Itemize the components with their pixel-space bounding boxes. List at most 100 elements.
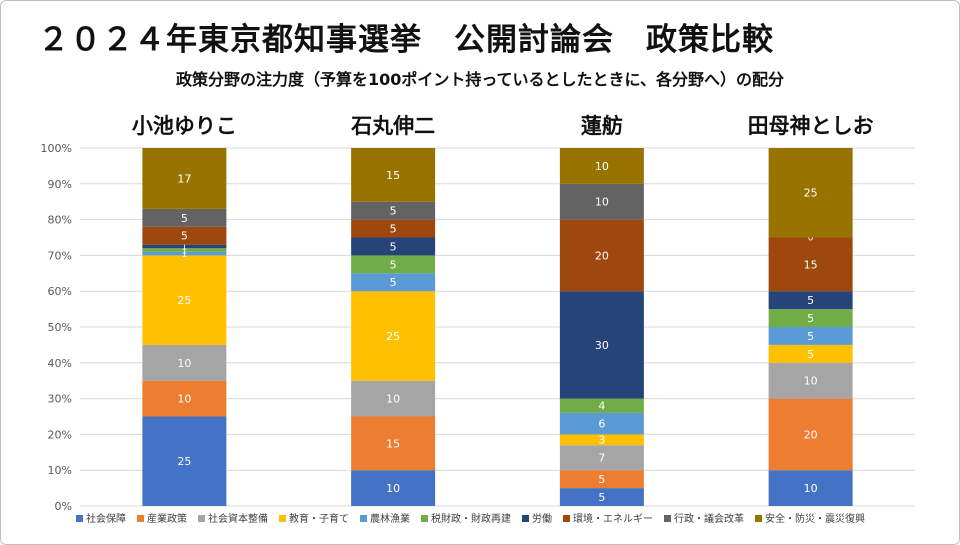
candidate-label: 小池ゆりこ	[132, 114, 237, 138]
bar-segment	[351, 255, 436, 274]
data-label: 3	[598, 434, 605, 447]
legend-swatch	[198, 515, 205, 522]
data-label: 30	[595, 339, 609, 352]
y-tick-label: 40%	[48, 357, 72, 370]
legend-swatch	[137, 515, 144, 522]
legend-entry: 安全・防災・震災復興	[765, 512, 865, 525]
data-label: 25	[177, 455, 191, 468]
bar-segment	[768, 148, 853, 238]
data-label: 1	[182, 246, 188, 256]
legend-swatch	[664, 515, 671, 522]
bar-segment	[559, 488, 644, 506]
legend-entry: 社会資本整備	[208, 512, 268, 525]
bar-segment	[142, 226, 227, 245]
legend-swatch	[755, 515, 762, 522]
legend-entry: 社会保障	[86, 512, 126, 525]
bar-segment	[559, 412, 644, 435]
data-label: 10	[177, 357, 191, 370]
y-tick-label: 30%	[48, 393, 72, 406]
data-label: 10	[177, 393, 191, 406]
bar-segment	[351, 380, 436, 417]
bar-segment	[142, 148, 227, 209]
data-label: 10	[804, 482, 818, 495]
y-tick-label: 10%	[48, 464, 72, 477]
bar-segment	[351, 237, 436, 256]
y-tick-label: 20%	[48, 428, 72, 441]
candidate-label: 石丸伸二	[350, 114, 435, 138]
bar-segment	[768, 309, 853, 327]
data-label: 1	[182, 250, 188, 260]
data-label: 5	[181, 230, 188, 243]
bar-segment	[768, 344, 853, 363]
data-label: 25	[804, 187, 818, 200]
data-label: 7	[598, 452, 605, 465]
bar-segment	[351, 201, 436, 220]
bar-segment	[142, 416, 227, 506]
data-label: 5	[390, 258, 397, 271]
bar-segment	[559, 183, 644, 220]
bar-segment	[351, 148, 436, 202]
bar-segment	[768, 237, 853, 292]
bar-segment	[351, 416, 436, 471]
data-label: 5	[390, 205, 397, 218]
page-subtitle: 政策分野の注力度（予算を100ポイント持っているとしたときに、各分野へ）の配分	[175, 70, 785, 89]
bar-segment	[559, 445, 644, 471]
legend-swatch	[360, 515, 367, 522]
bar-segment	[559, 219, 644, 292]
data-label: 10	[595, 196, 609, 209]
bar-segment	[351, 291, 436, 381]
data-label: 25	[177, 294, 191, 307]
legend-entry: 教育・子育て	[289, 512, 349, 525]
bar-segment	[768, 398, 853, 471]
y-tick-label: 60%	[48, 285, 72, 298]
y-tick-label: 90%	[48, 178, 72, 191]
bar-segment	[768, 291, 853, 310]
data-label: 5	[598, 491, 605, 504]
candidate-label: 蓮舫	[581, 114, 623, 138]
bar-segment	[559, 148, 644, 184]
data-label: 0	[808, 234, 814, 244]
bar-segment	[351, 273, 436, 292]
bar-segment	[559, 434, 644, 446]
y-tick-label: 50%	[48, 321, 72, 334]
legend-swatch	[563, 515, 570, 522]
data-label: 5	[390, 240, 397, 253]
data-label: 10	[386, 393, 400, 406]
data-label: 15	[386, 437, 400, 450]
data-label: 10	[386, 482, 400, 495]
legend-entry: 農林漁業	[370, 512, 410, 525]
data-label: 4	[598, 400, 605, 413]
legend-swatch	[522, 515, 529, 522]
candidate-label: 田母神としお	[748, 114, 874, 138]
bar-segment	[768, 470, 853, 506]
y-tick-label: 0%	[55, 500, 72, 513]
legend-entry: 産業政策	[147, 512, 187, 525]
data-label: 5	[807, 330, 814, 343]
data-label: 1	[182, 243, 188, 253]
data-label: 17	[177, 172, 191, 185]
data-label: 10	[595, 160, 609, 173]
data-label: 5	[807, 312, 814, 325]
y-tick-label: 100%	[41, 142, 72, 155]
data-label: 15	[804, 258, 818, 271]
legend-swatch	[421, 515, 428, 522]
bar-segment	[768, 362, 853, 399]
legend-swatch	[279, 515, 286, 522]
data-label: 5	[181, 212, 188, 225]
data-label: 25	[386, 330, 400, 343]
bar-segment	[351, 219, 436, 238]
data-label: 5	[598, 473, 605, 486]
data-label: 5	[390, 276, 397, 289]
bar-segment	[142, 344, 227, 381]
data-label: 20	[595, 249, 609, 262]
bar-segment	[559, 291, 644, 399]
legend-swatch	[76, 515, 83, 522]
data-label: 10	[804, 375, 818, 388]
bar-segment	[351, 470, 436, 506]
bar-segment	[142, 255, 227, 345]
bar-segment	[559, 470, 644, 489]
bar-segment	[559, 398, 644, 413]
data-label: 5	[390, 223, 397, 236]
legend-entry: 環境・エネルギー	[573, 512, 653, 525]
